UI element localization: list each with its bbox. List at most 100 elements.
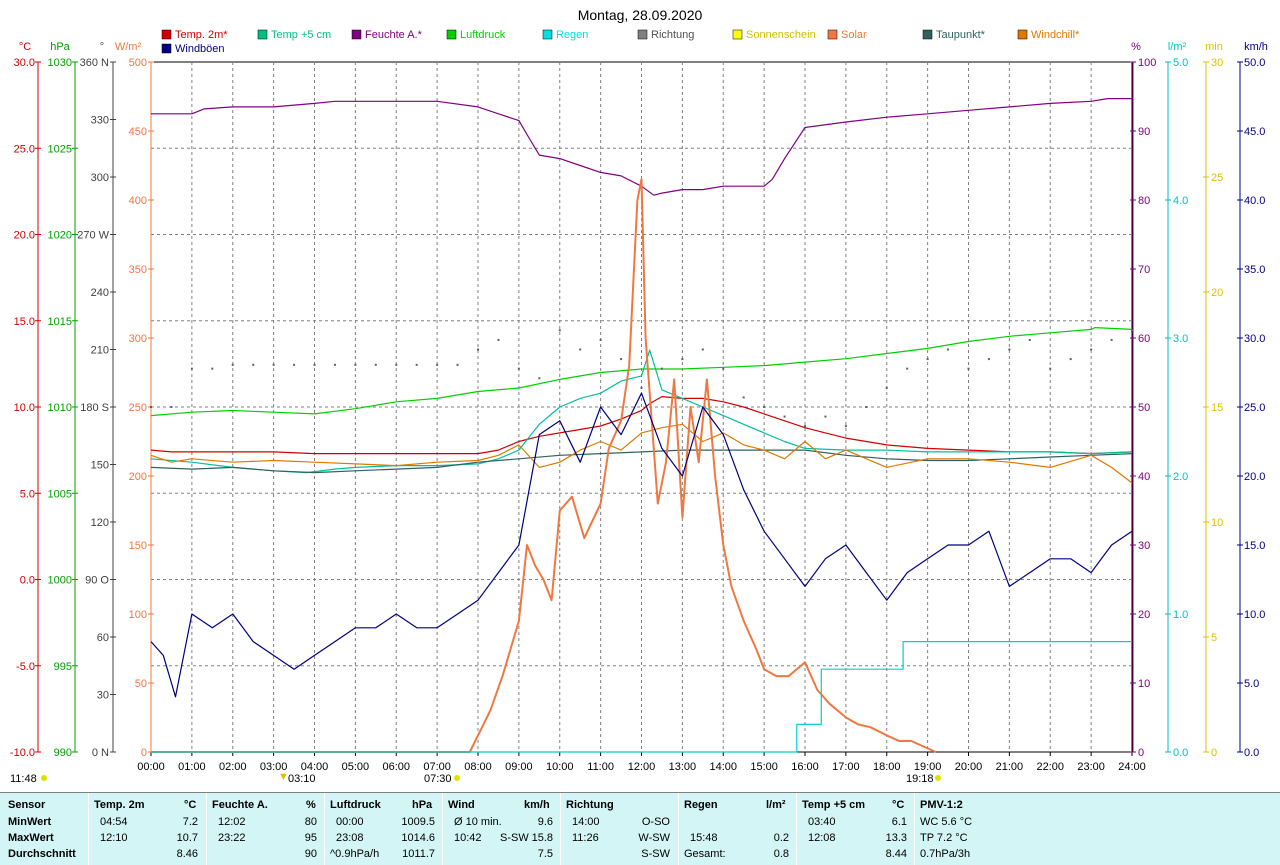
- legend-label-5: Richtung: [651, 29, 694, 41]
- stats-pmv-trend: 0.7hPa/3h: [920, 848, 971, 860]
- direction-point-3: [211, 367, 214, 370]
- stats-direction-max: W-SW: [638, 832, 670, 844]
- direction-point-35: [865, 406, 868, 408]
- legend: Temp. 2m* Temp +5 cm Feuchte A.* Luftdruck R…: [161, 29, 1080, 55]
- stats-humidity-max-time: 23:22: [218, 832, 246, 844]
- direction-point-9: [333, 363, 336, 366]
- stats-wind-max-dir: S-SW: [500, 832, 529, 844]
- wind-label-3: 35.0: [1244, 264, 1265, 276]
- time-label-11: 11:00: [587, 761, 614, 773]
- direction-point-41: [987, 358, 990, 361]
- stats-row-min: MinWert: [8, 816, 52, 828]
- wind-label-2: 40.0: [1244, 195, 1265, 207]
- legend-label-8: Taupunkt*: [936, 29, 986, 41]
- time-label-4: 04:00: [301, 761, 329, 773]
- stats-wind-max-time: 10:42: [454, 832, 482, 844]
- temp-label-6: 0.0: [20, 575, 35, 587]
- sunshine-label-6: 0: [1211, 747, 1217, 759]
- legend-swatch-1: [257, 29, 268, 40]
- sunshine-label-0: 30: [1211, 57, 1223, 69]
- humidity-label-1: 90: [1138, 126, 1150, 138]
- humidity-unit: %: [1131, 41, 1141, 53]
- stats-temp2m-max-time: 12:10: [100, 832, 128, 844]
- direction-point-22: [599, 338, 602, 341]
- stats-humidity-min-time: 12:02: [218, 816, 246, 828]
- direction-label-2: 300: [91, 172, 109, 184]
- stats-rain-total: 0.8: [773, 848, 789, 860]
- direction-point-31: [783, 415, 786, 418]
- direction-point-25: [660, 367, 663, 370]
- time-label-9: 09:00: [505, 761, 533, 773]
- pressure-label-3: 1015: [48, 316, 72, 328]
- wind-label-6: 20.0: [1244, 471, 1265, 483]
- wind-label-10: 0.0: [1244, 747, 1259, 759]
- temp-label-3: 15.0: [14, 316, 35, 328]
- stats-pmv-header: PMV-1:2: [920, 799, 963, 811]
- wind-label-7: 15.0: [1244, 540, 1265, 552]
- direction-point-34: [844, 425, 847, 428]
- temp-label-4: 10.0: [14, 402, 35, 414]
- solar-label-5: 250: [129, 402, 147, 414]
- pressure-label-4: 1010: [48, 402, 72, 414]
- time-label-23: 23:00: [1077, 761, 1105, 773]
- marker-moon-time: 03:10: [288, 773, 316, 785]
- temp-unit: °C: [19, 41, 31, 53]
- solar-label-0: 500: [129, 57, 147, 69]
- stats-pressure-trend: ^0.9hPa/h: [330, 848, 380, 860]
- time-label-2: 02:00: [219, 761, 247, 773]
- humidity-label-0: 100: [1138, 57, 1156, 69]
- stats-pressure-unit: hPa: [412, 799, 433, 811]
- direction-point-21: [579, 348, 582, 351]
- sunset-icon: [935, 775, 941, 781]
- legend-label-9: Windchill*: [1031, 29, 1080, 41]
- stats-temp5-min-time: 03:40: [808, 816, 836, 828]
- pressure-label-5: 1005: [48, 488, 72, 500]
- stats-direction-header: Richtung: [566, 799, 614, 811]
- direction-label-5: 210: [91, 345, 109, 357]
- solar-unit: W/m²: [115, 41, 142, 53]
- stats-rain-max-time: 15:48: [690, 832, 718, 844]
- stats-pressure-max: 1014.6: [401, 832, 435, 844]
- stats-temp5-header: Temp +5 cm: [802, 799, 866, 811]
- legend-swatch-5: [637, 29, 648, 40]
- direction-label-4: 240: [91, 287, 109, 299]
- time-label-16: 16:00: [791, 761, 819, 773]
- sunshine-label-4: 10: [1211, 517, 1223, 529]
- sunshine-label-2: 20: [1211, 287, 1223, 299]
- time-label-1: 01:00: [178, 761, 206, 773]
- stats-rain-total-label: Gesamt:: [684, 848, 726, 860]
- stats-temp2m-min-time: 04:54: [100, 816, 128, 828]
- legend-label-3: Luftdruck: [460, 29, 506, 41]
- time-label-13: 13:00: [669, 761, 697, 773]
- stats-temp5-unit: °C: [892, 799, 905, 811]
- sunshine-label-3: 15: [1211, 402, 1223, 414]
- direction-label-3: 270 W: [77, 230, 109, 242]
- time-label-21: 21:00: [996, 761, 1024, 773]
- stats-humidity-avg: 90: [304, 848, 317, 860]
- wind-label-1: 45.0: [1244, 126, 1265, 138]
- pressure-label-8: 990: [54, 747, 72, 759]
- stats-rain-header: Regen: [684, 799, 718, 811]
- direction-label-10: 60: [97, 632, 109, 644]
- marker-left-time: 11:48: [10, 773, 37, 785]
- direction-point-8: [313, 363, 316, 366]
- stats-direction-max-time: 11:26: [572, 832, 599, 844]
- solar-label-9: 50: [135, 678, 147, 690]
- solar-label-10: 0: [141, 747, 147, 759]
- wind-label-5: 25.0: [1244, 402, 1265, 414]
- wind-label-9: 5.0: [1244, 678, 1259, 690]
- rain-label-1: 4.0: [1173, 195, 1188, 207]
- stats-wind-avg-label: Ø 10 min.: [454, 816, 502, 828]
- humidity-label-9: 10: [1138, 678, 1150, 690]
- direction-point-28: [722, 367, 725, 370]
- humidity-label-3: 70: [1138, 264, 1150, 276]
- time-label-17: 17:00: [832, 761, 860, 773]
- direction-point-46: [1090, 348, 1093, 351]
- time-label-6: 06:00: [382, 761, 410, 773]
- stats-direction-avg: S-SW: [641, 848, 670, 860]
- direction-point-26: [681, 358, 684, 361]
- legend-label-10: Windböen: [175, 43, 225, 55]
- stats-humidity-header: Feuchte A.: [212, 799, 268, 811]
- stats-temp5-max: 13.3: [885, 832, 907, 844]
- statistics-panel: Sensor MinWert MaxWert Durchschnitt Temp…: [0, 792, 1280, 865]
